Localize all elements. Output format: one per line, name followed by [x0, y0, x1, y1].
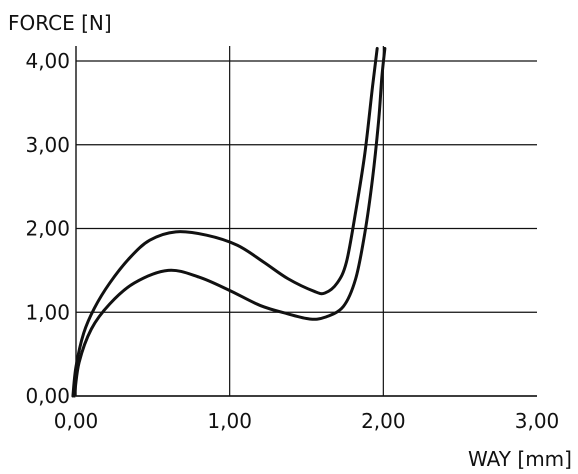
- force-curve-2: [72, 46, 387, 398]
- y-tick-label-0: 0,00: [25, 384, 70, 408]
- label-layer: 0,00 1,00 2,00 3,00 4,00 0,00 1,00 2,00 3,00: [25, 49, 559, 433]
- y-tick-label-4: 4,00: [25, 49, 70, 73]
- x-tick-label-3: 3,00: [515, 409, 560, 433]
- axis-layer: [75, 46, 537, 397]
- curve-layer: [71, 46, 387, 398]
- y-tick-label-1: 1,00: [25, 300, 70, 324]
- y-axis-title: FORCE [N]: [8, 11, 112, 35]
- x-axis-title: WAY [mm]: [468, 447, 572, 471]
- x-tick-label-2: 2,00: [361, 409, 406, 433]
- y-tick-label-2: 2,00: [25, 217, 70, 241]
- y-tick-label-3: 3,00: [25, 133, 70, 157]
- force-curve-1: [71, 46, 379, 398]
- x-tick-label-1: 1,00: [207, 409, 252, 433]
- x-tick-label-0: 0,00: [54, 409, 99, 433]
- grid-layer: [76, 46, 537, 397]
